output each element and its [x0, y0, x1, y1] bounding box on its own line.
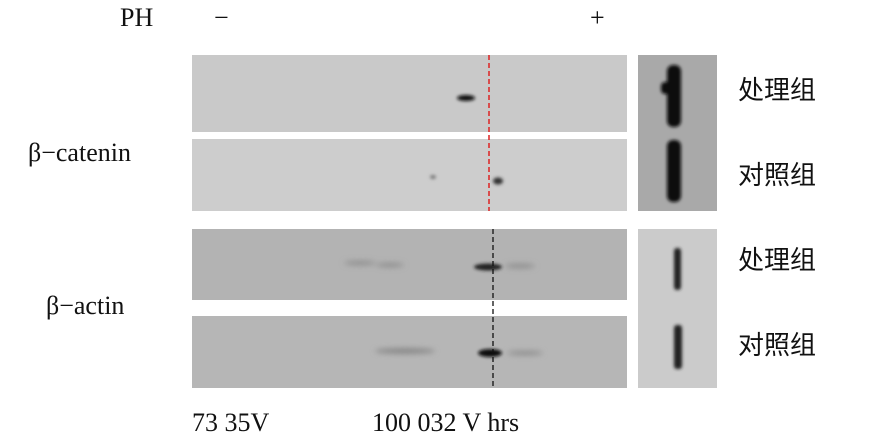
lane-label: 处理组: [738, 246, 816, 275]
lane-label: 对照组: [738, 331, 816, 360]
ph-plus: +: [590, 3, 605, 32]
footer-label: 100 032 V hrs: [372, 408, 519, 437]
lane-label: 对照组: [738, 161, 816, 190]
blot-panel: [192, 229, 627, 300]
ph-label: PH: [120, 3, 153, 32]
footer-label: 73 35V: [192, 408, 270, 437]
row-label: β−catenin: [28, 138, 131, 167]
lane-label: 处理组: [738, 76, 816, 105]
spots: [430, 65, 682, 369]
blot-panel: [192, 139, 627, 211]
smears: [344, 261, 543, 355]
blot-panel: [192, 55, 627, 132]
row-label: β−actin: [46, 291, 124, 320]
ph-minus: −: [214, 3, 229, 32]
